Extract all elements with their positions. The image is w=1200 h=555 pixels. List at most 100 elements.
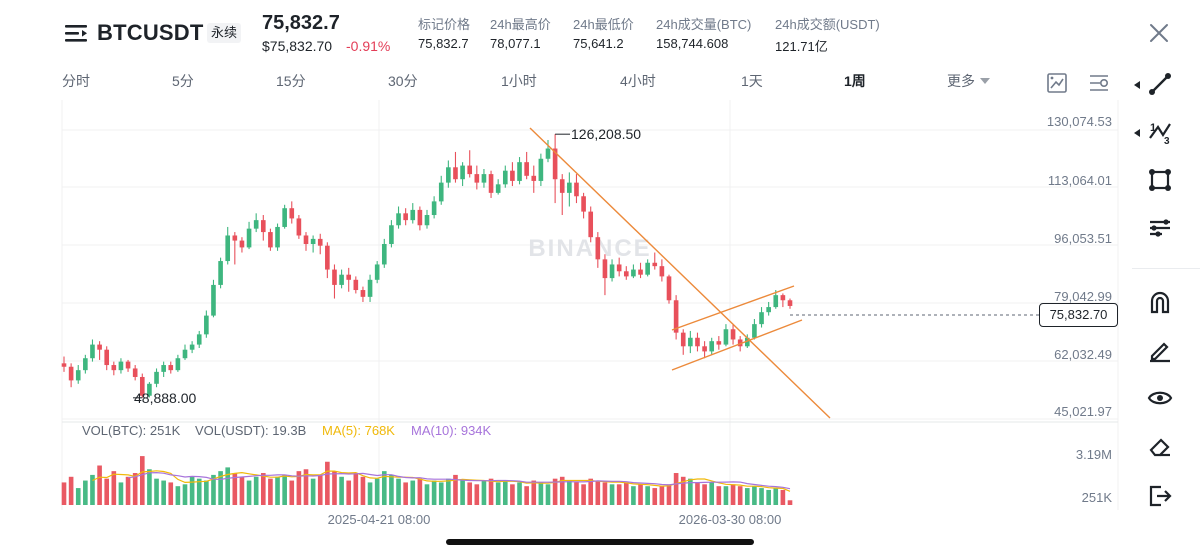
candle-body	[438, 182, 444, 202]
volume-bar	[232, 473, 238, 505]
volume-bar	[403, 482, 408, 505]
candle-body	[310, 238, 316, 245]
candle-body	[531, 175, 537, 181]
volume-bar	[737, 486, 743, 505]
candle-body	[659, 266, 665, 277]
volume-bar	[488, 478, 494, 505]
candle-body	[232, 235, 238, 241]
volume-bar	[211, 474, 216, 505]
stat-24h-turnover-usdt: 24h成交额(USDT) 121.71亿	[775, 14, 880, 55]
volume-bar	[104, 478, 110, 505]
price-chart[interactable]: BINANCE 126,208.50 48,888.00 130,074.53 113,…	[0, 100, 1130, 530]
volume-bar	[360, 476, 366, 505]
caret-left-icon[interactable]	[1134, 129, 1140, 137]
candle-body	[695, 337, 700, 347]
candle-body	[132, 368, 138, 377]
more-label: 更多	[947, 73, 975, 89]
more-intervals-dropdown[interactable]: 更多	[947, 70, 990, 92]
close-icon[interactable]	[1148, 22, 1170, 44]
tab-5m[interactable]: 5分	[172, 73, 194, 89]
caret-left-icon[interactable]	[1134, 81, 1140, 89]
volume-bar	[545, 484, 551, 505]
candle-body	[559, 179, 565, 193]
volume-bar	[75, 488, 81, 505]
tab-1d[interactable]: 1天	[741, 73, 763, 89]
volume-bar	[417, 478, 423, 505]
volume-bar	[531, 480, 537, 505]
volume-axis-tick: 3.19M	[1076, 447, 1112, 462]
candle-body	[709, 341, 715, 352]
candle-body	[154, 371, 159, 384]
symbol-name[interactable]: BTCUSDT	[97, 20, 204, 45]
volume-bar	[381, 471, 387, 505]
stat-value: 158,744.608	[656, 36, 729, 51]
toolbar-divider	[1132, 268, 1200, 269]
volume-bar	[631, 486, 636, 505]
pencil-icon[interactable]	[1146, 336, 1174, 364]
volume-bar	[325, 461, 330, 505]
volume-bar	[723, 486, 729, 505]
candle-body	[780, 295, 786, 301]
candle-body	[552, 148, 558, 180]
volume-bar	[623, 482, 629, 505]
candle-body	[139, 376, 145, 396]
eraser-icon[interactable]	[1146, 432, 1174, 460]
candle-body	[332, 269, 337, 285]
exit-icon[interactable]	[1146, 482, 1174, 510]
candle-body	[510, 170, 515, 181]
volume-bar	[502, 480, 508, 505]
candle-body	[424, 215, 430, 226]
volume-bar	[246, 480, 252, 505]
volume-bar	[730, 484, 736, 505]
fibonacci-icon[interactable]: 1 3	[1146, 118, 1174, 146]
trend-line-icon[interactable]	[1146, 70, 1174, 98]
tab-4h[interactable]: 4小时	[620, 73, 656, 89]
tab-30m[interactable]: 30分	[388, 73, 418, 89]
volume-bar	[196, 478, 202, 505]
candle-body	[773, 295, 779, 308]
tab-time-sharing[interactable]: 分时	[62, 73, 90, 89]
stat-value: 121.71亿	[775, 39, 828, 54]
tab-15m[interactable]: 15分	[276, 73, 306, 89]
volume-bar	[168, 482, 174, 505]
volume-bar	[559, 476, 565, 505]
candle-body	[453, 167, 458, 180]
tab-1w[interactable]: 1周	[844, 73, 866, 89]
candle-body	[488, 174, 494, 193]
volume-bar	[695, 482, 700, 505]
candle-body	[652, 262, 658, 267]
volume-bar	[282, 474, 287, 505]
volume-bar	[83, 480, 88, 505]
svg-text:3: 3	[1164, 136, 1170, 146]
candle-body	[168, 365, 174, 371]
candle-body	[595, 237, 601, 260]
indicator-settings-icon[interactable]	[1088, 72, 1110, 94]
volume-bar	[125, 476, 131, 505]
price-axis-tick: 79,042.99	[1054, 289, 1112, 304]
volume-legend-label: MA(5): 768K	[322, 423, 395, 438]
volume-bar	[638, 484, 643, 505]
candle-body	[524, 162, 529, 176]
tab-1h[interactable]: 1小时	[501, 73, 537, 89]
volume-bar	[132, 473, 138, 505]
candle-body	[481, 174, 487, 183]
price-axis-tick: 96,053.51	[1054, 231, 1112, 246]
high-marker-label: 126,208.50	[571, 126, 641, 142]
candle-body	[723, 329, 729, 345]
text-note-icon[interactable]	[1146, 214, 1174, 242]
candle-body	[282, 208, 287, 227]
low-marker-label: 48,888.00	[134, 390, 196, 406]
chart-style-icon[interactable]	[1046, 72, 1068, 94]
magnet-icon[interactable]	[1146, 288, 1174, 316]
candle-body	[716, 341, 722, 345]
current-price-tag: 75,832.70	[1039, 303, 1118, 327]
eye-icon[interactable]	[1146, 384, 1174, 412]
volume-axis-tick: 251K	[1082, 490, 1113, 505]
menu-icon[interactable]	[64, 22, 90, 44]
volume-bar	[410, 480, 416, 505]
price-change-percent: -0.91%	[346, 38, 391, 54]
candle-body	[111, 365, 117, 371]
stat-mark-price: 标记价格 75,832.7	[418, 14, 470, 51]
volume-bar	[225, 467, 231, 505]
shape-icon[interactable]	[1146, 166, 1174, 194]
